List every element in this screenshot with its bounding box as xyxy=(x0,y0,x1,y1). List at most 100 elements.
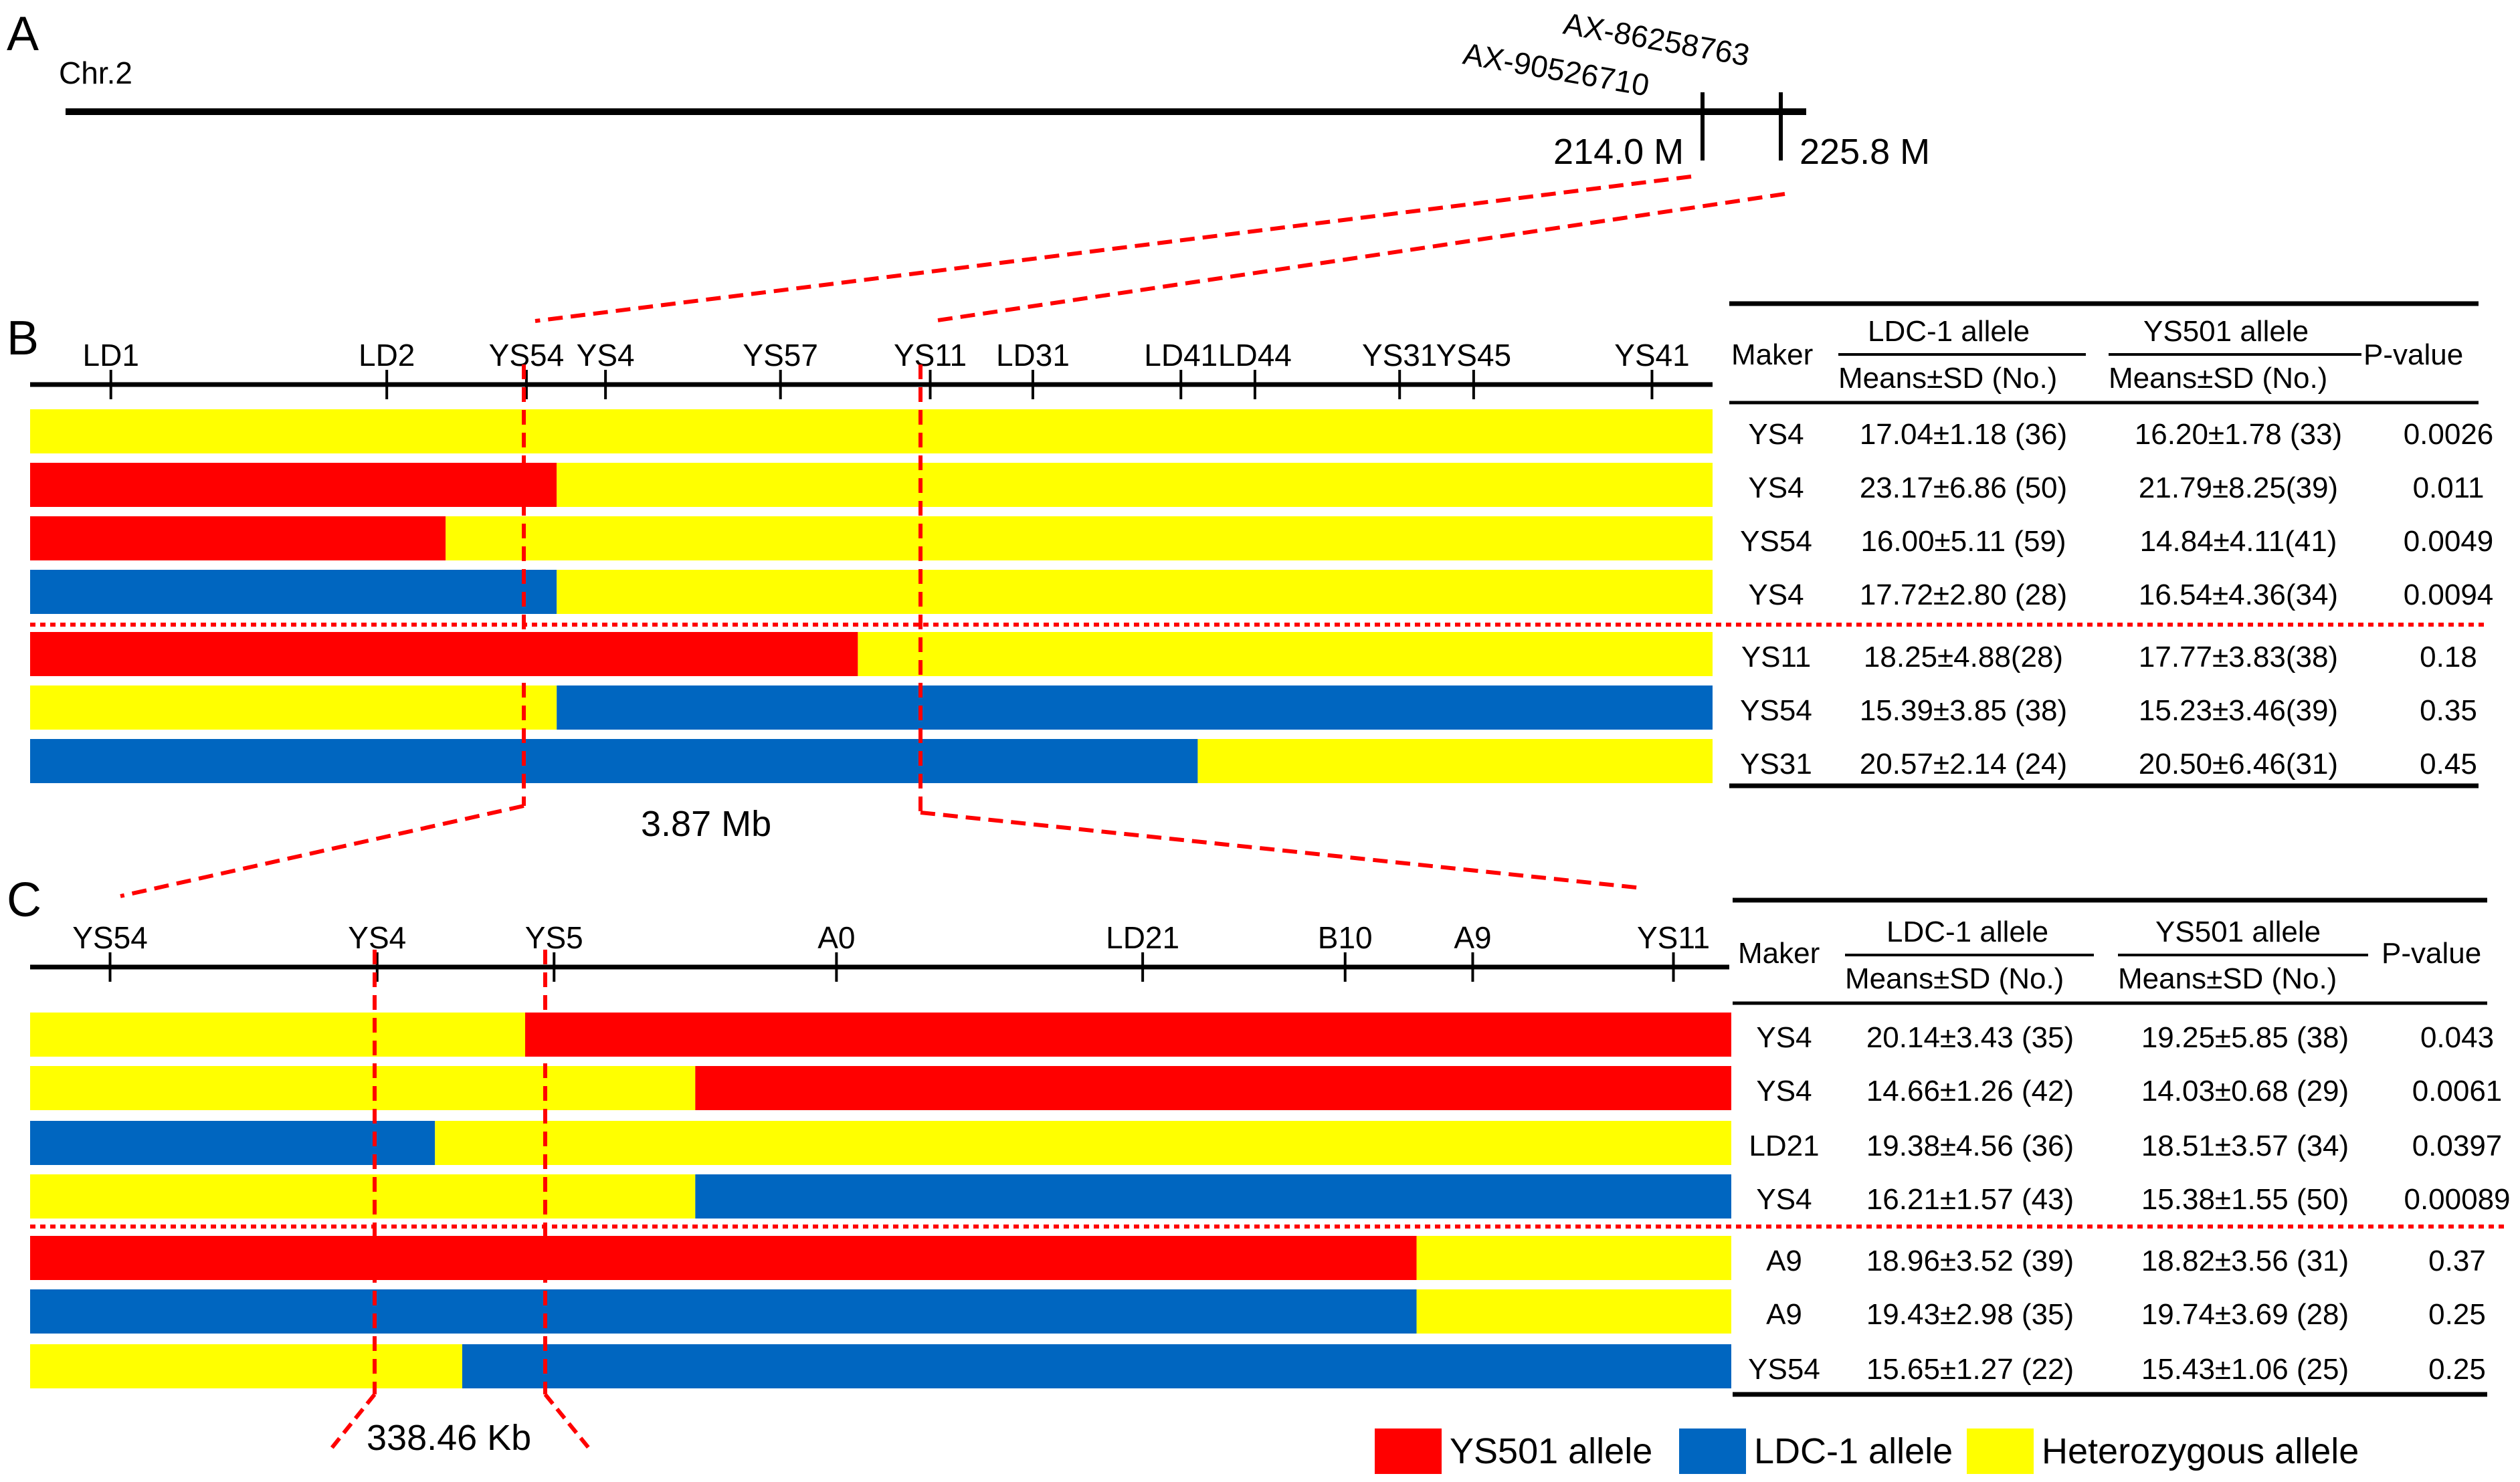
ys501-segment xyxy=(30,516,446,560)
marker-label: LD44 xyxy=(1218,338,1292,373)
marker-label: YS11 xyxy=(894,338,967,373)
marker-label: LD31 xyxy=(996,338,1070,373)
het-segment xyxy=(446,516,1713,560)
panel-b: B LD1 LD2 YS54 YS4 YS57 YS11 LD31 LD41 LD44 YS31Y… xyxy=(7,312,1713,844)
marker-label: YS57 xyxy=(743,338,818,373)
table-cell-ldc: 15.65±1.27 (22) xyxy=(1866,1353,2074,1386)
marker-label: YS54 xyxy=(72,920,148,955)
table-cell-ys: 15.43±1.06 (25) xyxy=(2141,1353,2349,1386)
panel-c-letter: C xyxy=(7,873,41,927)
marker-label: YS11 xyxy=(1637,920,1710,955)
marker-label: LD2 xyxy=(359,338,415,373)
table-b-header-ys-sub: Means±SD (No.) xyxy=(2109,362,2327,395)
table-cell-p: 0.0061 xyxy=(2412,1075,2503,1107)
table-cell-maker: YS4 xyxy=(1748,578,1804,611)
table-b-header-p: P-value xyxy=(2363,338,2463,371)
table-cell-ys: 19.74±3.69 (28) xyxy=(2141,1298,2349,1331)
table-cell-maker: A9 xyxy=(1766,1245,1802,1277)
position-label-214: 214.0 M xyxy=(1553,132,1684,172)
table-cell-ldc: 17.04±1.18 (36) xyxy=(1860,418,2067,451)
table-c-rows: YS4 20.14±3.43 (35) 19.25±5.85 (38) 0.043 YS… xyxy=(1748,1021,2510,1386)
panel-c-genotype-bars xyxy=(30,1013,1732,1388)
het-segment xyxy=(30,409,1713,453)
ldc1-segment xyxy=(30,739,1198,783)
table-cell-p: 0.00089 xyxy=(2404,1183,2510,1216)
table-cell-ldc: 17.72±2.80 (28) xyxy=(1860,578,2067,611)
table-cell-ys: 14.84±4.11(41) xyxy=(2140,525,2337,558)
table-cell-p: 0.45 xyxy=(2420,748,2477,780)
het-segment xyxy=(30,1174,696,1219)
table-cell-ys: 18.82±3.56 (31) xyxy=(2141,1245,2349,1277)
marker-label: YS5 xyxy=(525,920,583,955)
panel-b-genotype-bars xyxy=(30,409,1713,783)
table-cell-maker: YS4 xyxy=(1756,1075,1812,1107)
het-segment xyxy=(1416,1289,1731,1334)
panel-a-letter: A xyxy=(7,7,39,61)
table-c-header-ldc: LDC-1 allele xyxy=(1886,916,2048,948)
table-cell-p: 0.0049 xyxy=(2404,525,2494,558)
ldc1-segment xyxy=(30,1121,435,1165)
table-cell-maker: YS54 xyxy=(1748,1353,1820,1386)
table-cell-ldc: 18.96±3.52 (39) xyxy=(1866,1245,2074,1277)
panel-c-table: Maker LDC-1 allele Means±SD (No.) YS501 … xyxy=(1733,897,2511,1397)
table-cell-ys: 21.79±8.25(39) xyxy=(2139,471,2338,504)
table-cell-p: 0.0094 xyxy=(2404,578,2494,611)
ys501-legend-swatch xyxy=(1375,1428,1442,1474)
table-cell-ys: 16.20±1.78 (33) xyxy=(2135,418,2342,451)
ldc1-segment xyxy=(557,685,1713,730)
table-cell-maker: YS31 xyxy=(1740,748,1812,780)
table-cell-ys: 19.25±5.85 (38) xyxy=(2141,1021,2349,1054)
panel-c-guide-ys4-tail xyxy=(330,1393,377,1449)
table-c-header-ldc-sub: Means±SD (No.) xyxy=(1845,962,2064,995)
ys501-segment xyxy=(30,632,858,676)
het-segment xyxy=(557,463,1713,507)
ldc1-segment xyxy=(462,1344,1731,1388)
table-cell-ys: 16.54±4.36(34) xyxy=(2139,578,2338,611)
table-cell-ys: 14.03±0.68 (29) xyxy=(2141,1075,2349,1107)
table-b-header-ldc-sub: Means±SD (No.) xyxy=(1838,362,2057,395)
panel-b-table: Maker LDC-1 allele Means±SD (No.) YS501 … xyxy=(1729,301,2493,788)
panel-c-interval-size: 338.46 Kb xyxy=(367,1418,531,1458)
het-segment xyxy=(30,685,557,730)
chromosome-label: Chr.2 xyxy=(59,56,132,90)
table-cell-ldc: 18.25±4.88(28) xyxy=(1864,641,2063,673)
table-cell-ldc: 20.57±2.14 (24) xyxy=(1860,748,2067,780)
marker-label: A9 xyxy=(1454,920,1491,955)
allele-legend: YS501 allele LDC-1 allele Heterozygous all… xyxy=(1375,1428,2359,1474)
table-cell-p: 0.0397 xyxy=(2412,1130,2503,1162)
marker-label: LD1 xyxy=(83,338,139,373)
ldc1-legend-swatch xyxy=(1679,1428,1746,1474)
table-cell-maker: YS11 xyxy=(1741,641,1811,673)
table-cell-maker: YS4 xyxy=(1748,471,1804,504)
table-cell-ldc: 19.43±2.98 (35) xyxy=(1866,1298,2074,1331)
table-b-rows: YS4 17.04±1.18 (36) 16.20±1.78 (33) 0.0026 Y… xyxy=(1740,418,2493,780)
table-cell-ys: 17.77±3.83(38) xyxy=(2139,641,2338,673)
ldc1-segment xyxy=(695,1174,1731,1219)
table-cell-p: 0.37 xyxy=(2428,1245,2486,1277)
table-cell-maker: YS4 xyxy=(1748,418,1804,451)
table-cell-ldc: 20.14±3.43 (35) xyxy=(1866,1021,2074,1054)
het-segment xyxy=(557,570,1713,614)
table-b-header-ys: YS501 allele xyxy=(2143,315,2309,348)
table-cell-ys: 18.51±3.57 (34) xyxy=(2141,1130,2349,1162)
table-cell-ys: 20.50±6.46(31) xyxy=(2139,748,2338,780)
table-cell-ldc: 16.21±1.57 (43) xyxy=(1866,1183,2074,1216)
table-cell-p: 0.043 xyxy=(2420,1021,2494,1054)
marker-label: YS4 xyxy=(348,920,406,955)
zoom-connector-b-c-left xyxy=(120,804,524,898)
het-segment xyxy=(30,1013,526,1057)
table-cell-ldc: 23.17±6.86 (50) xyxy=(1860,471,2067,504)
panel-b-letter: B xyxy=(7,312,39,365)
ldc1-legend-label: LDC-1 allele xyxy=(1754,1431,1953,1471)
table-c-header-p: P-value xyxy=(2382,937,2481,970)
ys501-segment xyxy=(695,1066,1731,1110)
table-cell-p: 0.25 xyxy=(2428,1298,2486,1331)
table-cell-ldc: 16.00±5.11 (59) xyxy=(1860,525,2066,558)
table-cell-ldc: 19.38±4.56 (36) xyxy=(1866,1130,2074,1162)
table-c-header-maker: Maker xyxy=(1738,937,1820,970)
zoom-connector-a-b-left xyxy=(535,175,1692,323)
table-cell-p: 0.011 xyxy=(2413,471,2485,504)
het-segment xyxy=(30,1344,462,1388)
marker-label: A0 xyxy=(817,920,855,955)
